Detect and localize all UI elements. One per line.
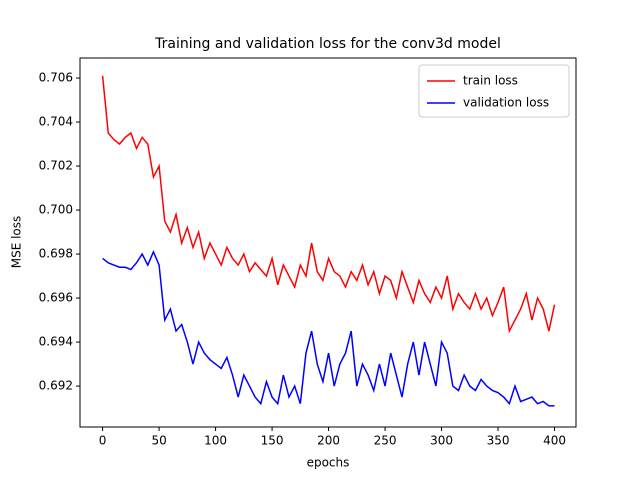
x-tick-label: 100 xyxy=(204,434,227,448)
y-tick-label: 0.702 xyxy=(39,159,73,173)
x-tick-label: 350 xyxy=(487,434,510,448)
y-tick-label: 0.698 xyxy=(39,247,73,261)
x-axis-label: epochs xyxy=(307,456,350,470)
y-tick-label: 0.692 xyxy=(39,379,73,393)
x-tick-label: 400 xyxy=(543,434,566,448)
y-tick-label: 0.700 xyxy=(39,203,73,217)
series-line xyxy=(102,249,555,407)
legend-label: validation loss xyxy=(463,96,549,110)
y-tick-label: 0.706 xyxy=(39,71,73,85)
x-tick-label: 200 xyxy=(317,434,340,448)
chart-title: Training and validation loss for the con… xyxy=(154,36,501,52)
plot-frame xyxy=(79,57,577,428)
series-line xyxy=(101,75,556,334)
legend-label: train loss xyxy=(463,74,518,88)
x-tick-label: 250 xyxy=(374,434,397,448)
y-axis-label: MSE loss xyxy=(10,216,24,269)
y-tick-label: 0.704 xyxy=(39,115,73,129)
y-tick-label: 0.696 xyxy=(39,291,73,305)
x-tick-label: 300 xyxy=(430,434,453,448)
legend-box xyxy=(418,64,570,118)
x-tick-label: 0 xyxy=(99,434,107,448)
x-tick-label: 50 xyxy=(151,434,166,448)
x-tick-label: 150 xyxy=(261,434,284,448)
y-tick-label: 0.694 xyxy=(39,335,73,349)
